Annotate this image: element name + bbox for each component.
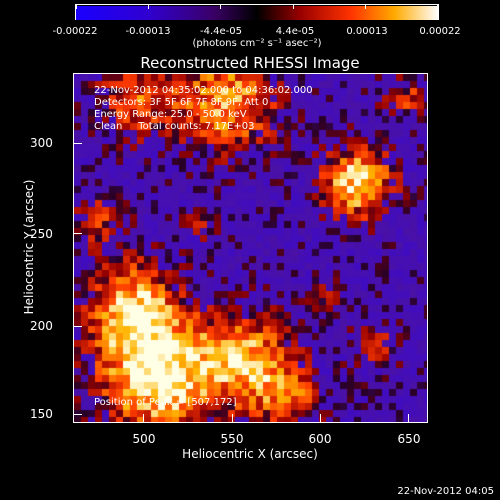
y-tick-label: 250 <box>30 227 53 241</box>
colorbar-tick-label: 4.4e-05 <box>275 26 315 37</box>
detectors: Detectors: 3F 5F 6F 7F 8F 9F, Att 0 <box>94 97 269 108</box>
y-axis-title: Heliocentric Y (arcsec) <box>22 179 36 315</box>
y-tick-label: 300 <box>30 136 53 150</box>
y-tick-label: 200 <box>30 319 53 333</box>
x-tick-label: 650 <box>397 432 421 446</box>
x-tick-label: 500 <box>132 432 156 446</box>
colorbar-gradient <box>76 6 438 20</box>
colorbar-tick-label: -0.00013 <box>125 26 171 37</box>
x-tick-label: 600 <box>308 432 332 446</box>
datestamp: 22-Nov-2012 04:05 <box>397 486 494 497</box>
image-plot <box>73 73 428 423</box>
x-tick <box>408 414 409 422</box>
colorbar-tick-label: -0.00022 <box>52 26 98 37</box>
y-tick <box>74 326 82 327</box>
x-tick <box>143 414 144 422</box>
peak-position: Position of Peak = [507,172] <box>94 397 237 408</box>
colorbar <box>75 4 439 20</box>
x-tick-label: 550 <box>220 432 244 446</box>
y-tick <box>74 143 82 144</box>
time-range: 22-Nov-2012 04:35:02.000 to 04:36:02.000 <box>94 85 313 96</box>
colorbar-tick-label: 0.00013 <box>346 26 388 37</box>
y-tick <box>74 414 82 415</box>
x-tick <box>232 414 233 422</box>
colorbar-tick-label: -4.4e-05 <box>200 26 242 37</box>
image-title: Reconstructed RHESSI Image <box>140 54 360 72</box>
colorbar-units: (photons cm⁻² s⁻¹ asec⁻²) <box>192 38 322 49</box>
y-tick <box>74 233 82 234</box>
x-axis-title: Heliocentric X (arcsec) <box>182 447 318 461</box>
flux-map <box>74 74 427 422</box>
colorbar-tick-label: 0.00022 <box>419 26 461 37</box>
y-tick-label: 150 <box>30 407 53 421</box>
clean-counts: Clean Total counts: 7.17E+03 <box>94 121 255 132</box>
x-tick <box>320 414 321 422</box>
energy-range: Energy Range: 25.0 - 50.0 keV <box>94 109 247 120</box>
